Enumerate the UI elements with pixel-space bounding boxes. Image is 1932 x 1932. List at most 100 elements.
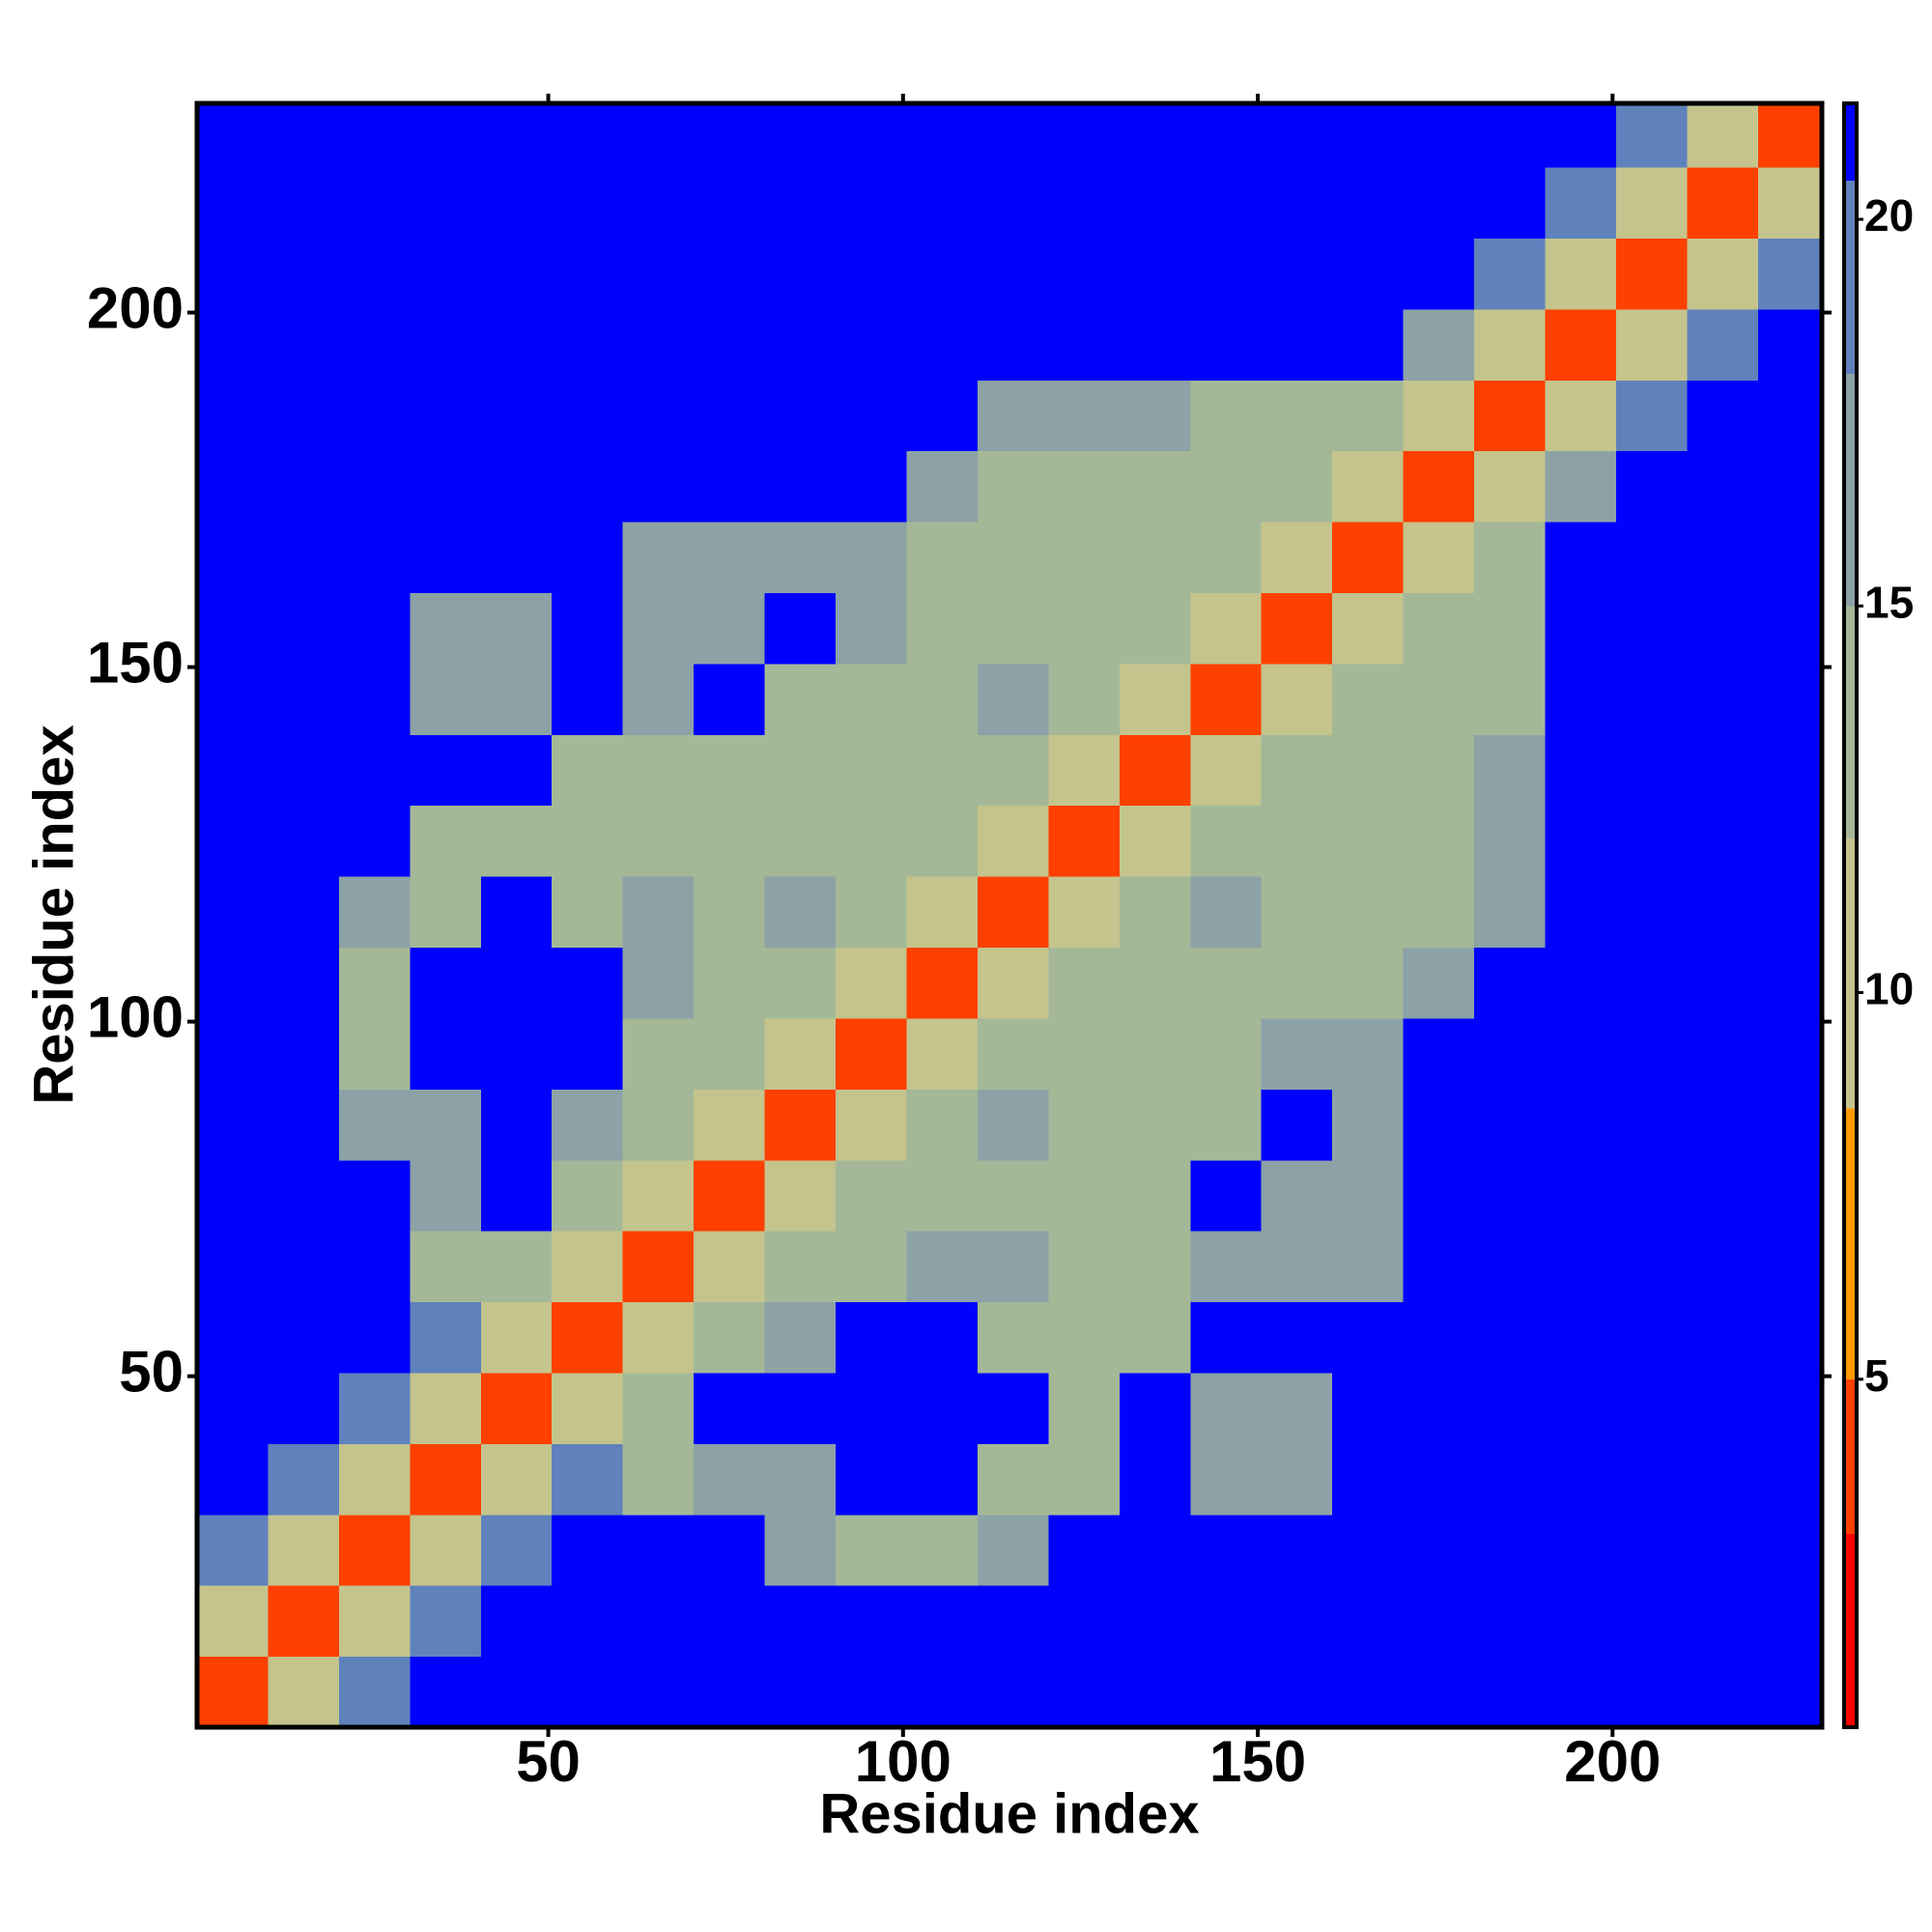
heatmap-cell <box>1261 947 1333 1019</box>
heatmap-cell <box>1332 450 1405 523</box>
heatmap-cell <box>552 1514 624 1586</box>
heatmap-cell <box>1757 380 1823 452</box>
heatmap-cell <box>1615 1017 1688 1090</box>
colorbar-segment <box>1844 103 1857 182</box>
heatmap-cell <box>410 380 482 452</box>
heatmap-cell <box>1119 238 1191 310</box>
heatmap-cell <box>1119 805 1191 877</box>
heatmap-cell <box>1190 103 1263 168</box>
heatmap-cell <box>1545 1443 1617 1516</box>
heatmap-cell <box>1687 1585 1759 1658</box>
heatmap-cell <box>1757 734 1823 807</box>
heatmap-cell <box>1332 592 1405 665</box>
heatmap-cell <box>1190 167 1263 239</box>
heatmap-cell <box>1615 1159 1688 1232</box>
heatmap-cell <box>906 238 979 310</box>
heatmap-cell <box>1332 1089 1405 1161</box>
heatmap-cell <box>410 734 482 807</box>
colorbar-tick-label: 10 <box>1864 964 1914 1014</box>
heatmap-cell <box>1687 1443 1759 1516</box>
heatmap-cell <box>1615 1656 1688 1728</box>
heatmap-cell <box>906 663 979 735</box>
heatmap-cell <box>1332 103 1405 168</box>
heatmap-cell <box>1687 1301 1759 1374</box>
heatmap-cell <box>1119 1089 1191 1161</box>
heatmap-cell <box>338 1585 411 1658</box>
heatmap-cell <box>1048 522 1121 594</box>
heatmap-cell <box>1474 103 1547 168</box>
heatmap-cell <box>268 1017 340 1090</box>
heatmap-cell <box>1474 1372 1547 1444</box>
colorbar-tick-label: 20 <box>1864 190 1914 241</box>
heatmap-cell <box>977 947 1049 1019</box>
heatmap-cell <box>1615 450 1688 523</box>
heatmap-cell <box>1474 167 1547 239</box>
heatmap-cell <box>1474 592 1547 665</box>
heatmap-cell <box>764 876 837 949</box>
heatmap-cell <box>694 1585 766 1658</box>
heatmap-cell <box>906 450 979 523</box>
heatmap-cell <box>410 947 482 1019</box>
heatmap-cell <box>1403 1443 1475 1516</box>
heatmap-cell <box>1403 1231 1475 1303</box>
heatmap-cell <box>1048 1656 1121 1728</box>
heatmap-cell <box>480 308 553 381</box>
heatmap-cell <box>1687 592 1759 665</box>
heatmap-cell <box>836 1301 907 1374</box>
heatmap-cell <box>1119 663 1191 735</box>
heatmap-cell <box>1261 1514 1333 1586</box>
heatmap-cell <box>1119 308 1191 381</box>
heatmap-cell <box>1332 1372 1405 1444</box>
heatmap-cell <box>836 805 907 877</box>
heatmap-cell <box>410 805 482 877</box>
heatmap-cell <box>1687 1514 1759 1586</box>
heatmap-cell <box>1474 1301 1547 1374</box>
heatmap-cell <box>1687 1159 1759 1232</box>
heatmap-cell <box>764 1231 837 1303</box>
heatmap-cell <box>1545 734 1617 807</box>
heatmap-cell <box>338 1514 411 1586</box>
heatmap-cell <box>1757 103 1823 168</box>
heatmap-cell <box>1757 167 1823 239</box>
heatmap-cell <box>552 592 624 665</box>
heatmap-cell <box>480 947 553 1019</box>
heatmap-cell <box>622 380 695 452</box>
heatmap-cell <box>1615 238 1688 310</box>
heatmap-cell <box>1261 1656 1333 1728</box>
heatmap-cell <box>694 1514 766 1586</box>
heatmap-cell <box>977 1017 1049 1090</box>
heatmap-cell <box>1474 1089 1547 1161</box>
heatmap-cell <box>1190 876 1263 949</box>
heatmap-cell <box>694 450 766 523</box>
heatmap-cell <box>1048 734 1121 807</box>
heatmap-cell <box>1687 876 1759 949</box>
heatmap-cell <box>338 876 411 949</box>
heatmap-cell <box>977 450 1049 523</box>
colorbar-segment <box>1844 838 1857 1109</box>
heatmap-cell <box>1615 592 1688 665</box>
heatmap-cell <box>1545 1514 1617 1586</box>
heatmap-cell <box>1403 167 1475 239</box>
heatmap-cell <box>410 1372 482 1444</box>
heatmap-cell <box>622 1443 695 1516</box>
heatmap-cell <box>977 522 1049 594</box>
heatmap-cell <box>410 1089 482 1161</box>
heatmap-cell <box>977 1585 1049 1658</box>
heatmap-cell <box>1048 876 1121 949</box>
heatmap-cell <box>1403 1159 1475 1232</box>
heatmap-cell <box>622 522 695 594</box>
heatmap-cell <box>1119 1231 1191 1303</box>
heatmap-cell <box>1048 592 1121 665</box>
heatmap-cell <box>764 1301 837 1374</box>
heatmap-cell <box>1048 1585 1121 1658</box>
heatmap-cell <box>622 663 695 735</box>
heatmap-cell <box>764 1514 837 1586</box>
heatmap-cell <box>1687 380 1759 452</box>
heatmap-cell <box>268 805 340 877</box>
heatmap-cell <box>622 734 695 807</box>
heatmap-cell <box>1190 308 1263 381</box>
heatmap-cell <box>480 238 553 310</box>
heatmap-cell <box>338 1231 411 1303</box>
heatmap-cell <box>552 663 624 735</box>
